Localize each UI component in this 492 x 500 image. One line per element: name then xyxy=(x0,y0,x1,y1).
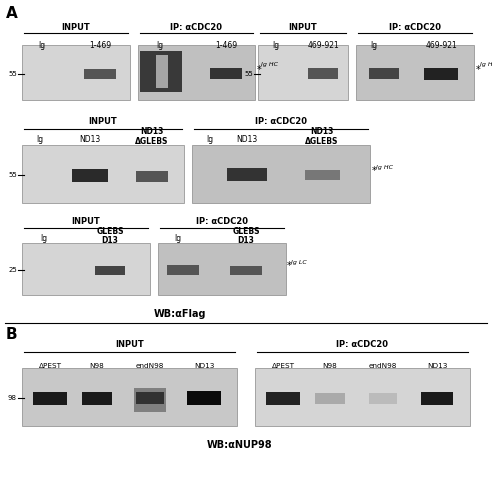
Text: ND13: ND13 xyxy=(427,363,447,369)
Text: IP: αCDC20: IP: αCDC20 xyxy=(337,340,389,349)
Text: 1-469: 1-469 xyxy=(89,41,111,50)
Bar xyxy=(95,266,125,274)
Text: INPUT: INPUT xyxy=(72,217,100,226)
Bar xyxy=(82,392,112,404)
Bar xyxy=(22,243,150,295)
Text: WB:αFlag: WB:αFlag xyxy=(154,309,206,319)
Text: 55: 55 xyxy=(8,70,17,76)
Text: *: * xyxy=(287,262,292,272)
Bar xyxy=(138,45,255,100)
Text: *: * xyxy=(372,166,377,176)
Bar xyxy=(72,168,108,181)
Bar xyxy=(227,168,267,180)
Bar xyxy=(421,392,453,404)
Text: Ig: Ig xyxy=(370,41,377,50)
Text: Ig: Ig xyxy=(36,135,44,144)
Text: Ig: Ig xyxy=(175,234,182,243)
Text: Ig: Ig xyxy=(40,234,48,243)
Text: N98: N98 xyxy=(323,363,338,369)
Bar xyxy=(22,145,184,203)
Text: Ig HC: Ig HC xyxy=(261,62,278,66)
Text: 55: 55 xyxy=(8,172,17,178)
Text: GLEBS: GLEBS xyxy=(96,227,124,236)
Text: ND13: ND13 xyxy=(310,127,334,136)
Text: Ig HC: Ig HC xyxy=(376,164,393,170)
Text: N98: N98 xyxy=(90,363,104,369)
Text: ND13: ND13 xyxy=(79,135,101,144)
Text: D13: D13 xyxy=(238,236,254,245)
Text: INPUT: INPUT xyxy=(89,117,118,126)
Bar xyxy=(136,392,164,404)
Text: ND13: ND13 xyxy=(140,127,164,136)
Bar xyxy=(167,265,199,275)
Text: B: B xyxy=(6,327,18,342)
Bar xyxy=(315,392,345,404)
Text: WB:αNUP98: WB:αNUP98 xyxy=(207,440,273,450)
Bar xyxy=(140,51,182,92)
Text: D13: D13 xyxy=(101,236,119,245)
Bar xyxy=(136,172,168,182)
Text: ND13: ND13 xyxy=(236,135,258,144)
Text: 25: 25 xyxy=(8,267,17,273)
Bar xyxy=(305,170,339,180)
Text: 469-921: 469-921 xyxy=(307,41,339,50)
Bar xyxy=(33,392,67,404)
Bar xyxy=(230,266,262,274)
Bar xyxy=(369,68,399,79)
Bar xyxy=(369,392,397,404)
Bar xyxy=(84,68,116,78)
Text: IP: αCDC20: IP: αCDC20 xyxy=(255,117,307,126)
Bar xyxy=(266,392,300,404)
Text: ΔGLEBS: ΔGLEBS xyxy=(306,137,338,146)
Text: INPUT: INPUT xyxy=(62,23,91,32)
Text: *: * xyxy=(476,64,481,74)
Text: ΔGLEBS: ΔGLEBS xyxy=(135,137,169,146)
Text: INPUT: INPUT xyxy=(115,340,144,349)
Text: endN98: endN98 xyxy=(369,363,397,369)
Bar xyxy=(158,243,286,295)
Text: Ig: Ig xyxy=(156,41,163,50)
Bar xyxy=(22,45,130,100)
Text: endN98: endN98 xyxy=(136,363,164,369)
Text: *: * xyxy=(257,64,262,74)
Text: Ig HC: Ig HC xyxy=(480,62,492,66)
Bar xyxy=(156,55,168,88)
Text: IP: αCDC20: IP: αCDC20 xyxy=(171,23,222,32)
Text: ΔPEST: ΔPEST xyxy=(38,363,62,369)
Text: Ig: Ig xyxy=(273,41,279,50)
Bar xyxy=(424,68,458,80)
Text: Ig LC: Ig LC xyxy=(291,260,307,266)
Bar xyxy=(187,391,221,405)
Text: 1-469: 1-469 xyxy=(215,41,237,50)
Text: 55: 55 xyxy=(244,70,253,76)
Bar xyxy=(258,45,348,100)
Text: ND13: ND13 xyxy=(194,363,214,369)
Text: Ig: Ig xyxy=(207,135,214,144)
Bar xyxy=(192,145,370,203)
Text: Ig: Ig xyxy=(38,41,46,50)
Bar xyxy=(308,68,338,79)
Text: 98: 98 xyxy=(8,395,17,401)
Text: 469-921: 469-921 xyxy=(425,41,457,50)
Text: IP: αCDC20: IP: αCDC20 xyxy=(389,23,441,32)
Bar xyxy=(22,368,237,426)
Bar xyxy=(134,388,166,411)
Text: ΔPEST: ΔPEST xyxy=(272,363,295,369)
Text: GLEBS: GLEBS xyxy=(232,227,260,236)
Bar xyxy=(255,368,470,426)
Bar xyxy=(356,45,474,100)
Text: A: A xyxy=(6,6,18,21)
Text: INPUT: INPUT xyxy=(289,23,317,32)
Text: IP: αCDC20: IP: αCDC20 xyxy=(196,217,248,226)
Bar xyxy=(210,68,242,79)
